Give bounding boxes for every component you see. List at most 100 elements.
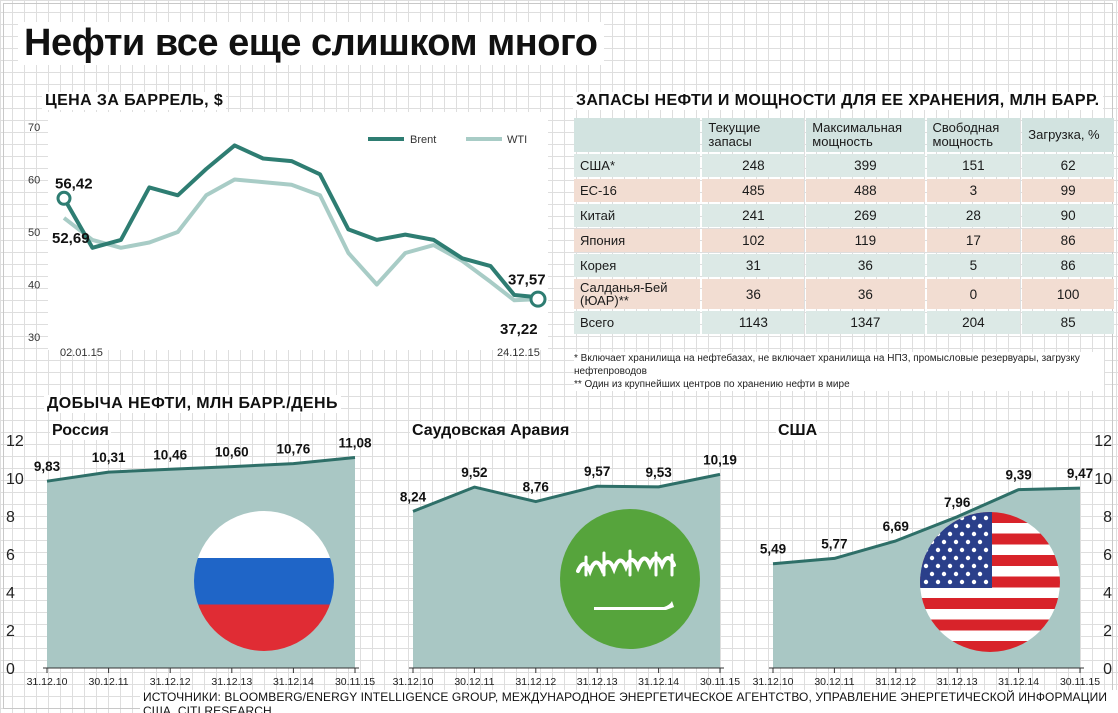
x-tick-label: 30.12.11 bbox=[89, 676, 129, 688]
sources-caption: ИСТОЧНИКИ: BLOOMBERG/ENERGY INTELLIGENCE… bbox=[140, 690, 1118, 713]
production-value-label: 9,52 bbox=[461, 465, 487, 480]
y-tick-label-right: 4 bbox=[1103, 585, 1112, 602]
row-country: Всего bbox=[574, 311, 701, 334]
storage-header-row: Текущие запасы Максимальная мощность Сво… bbox=[574, 118, 1114, 152]
x-tick-label: 02.01.15 bbox=[60, 347, 103, 359]
y-tick-label-left: 0 bbox=[6, 661, 15, 678]
x-tick-label: 31.12.12 bbox=[875, 676, 916, 688]
table-row: Япония 102 119 17 86 bbox=[574, 229, 1114, 252]
x-tick-label: 30.11.15 bbox=[1060, 676, 1100, 688]
row-current: 248 bbox=[702, 154, 805, 177]
production-value-label: 6,69 bbox=[883, 519, 909, 534]
price-chart-title: ЦЕНА ЗА БАРРЕЛЬ, $ bbox=[42, 92, 227, 110]
table-row: Китай 241 269 28 90 bbox=[574, 204, 1114, 227]
y-tick-label-left: 10 bbox=[6, 471, 24, 488]
row-current: 102 bbox=[702, 229, 805, 252]
russia-flag-icon bbox=[194, 511, 334, 651]
header-country bbox=[574, 118, 701, 152]
y-tick-label-right: 2 bbox=[1103, 623, 1112, 640]
legend-wti-label: WTI bbox=[507, 134, 527, 146]
x-tick-label: 30.12.11 bbox=[454, 676, 494, 688]
header-load: Загрузка, % bbox=[1022, 118, 1114, 152]
header-max: Максимальная мощность bbox=[806, 118, 925, 152]
storage-table-title: ЗАПАСЫ НЕФТИ И МОЩНОСТИ ДЛЯ ЕЕ ХРАНЕНИЯ,… bbox=[573, 92, 1103, 110]
production-value-label: 10,76 bbox=[277, 442, 311, 457]
production-value-label: 11,08 bbox=[338, 435, 372, 450]
y-tick-label-right: 12 bbox=[1094, 433, 1112, 450]
production-value-label: 10,60 bbox=[215, 445, 249, 460]
row-free: 5 bbox=[926, 254, 1021, 277]
row-max: 269 bbox=[806, 204, 925, 227]
x-tick-label: 31.12.10 bbox=[27, 676, 68, 688]
production-value-label: 10,31 bbox=[92, 450, 126, 465]
price-chart: 30 40 50 60 70 02.01.15 24.12.15 Brent WTI 56,42 5… bbox=[28, 112, 548, 359]
production-value-label: 9,83 bbox=[34, 459, 61, 474]
row-load: 86 bbox=[1022, 254, 1114, 277]
row-country: Салданья-Бей (ЮАР)** bbox=[574, 279, 701, 309]
x-tick-label: 31.12.10 bbox=[393, 676, 434, 688]
table-row: Всего 1143 1347 204 85 bbox=[574, 311, 1114, 334]
country-label-usa: США bbox=[776, 422, 820, 440]
main-title: Нефти все еще слишком много bbox=[18, 22, 604, 65]
x-tick-label: 31.12.14 bbox=[273, 676, 314, 688]
row-max: 1347 bbox=[806, 311, 925, 334]
storage-table: Текущие запасы Максимальная мощность Сво… bbox=[572, 116, 1116, 336]
row-free: 28 bbox=[926, 204, 1021, 227]
row-country: Китай bbox=[574, 204, 701, 227]
production-value-label: 9,47 bbox=[1067, 466, 1093, 481]
y-tick-label-right: 0 bbox=[1103, 661, 1112, 678]
y-tick-label-right: 6 bbox=[1103, 547, 1112, 564]
country-label-russia: Россия bbox=[50, 422, 111, 440]
row-free: 151 bbox=[926, 154, 1021, 177]
legend-brent-label: Brent bbox=[410, 134, 436, 146]
x-tick-label: 31.12.14 bbox=[998, 676, 1039, 688]
x-tick-label: 31.12.13 bbox=[211, 676, 252, 688]
x-tick-label: 30.11.15 bbox=[700, 676, 740, 688]
production-value-label: 10,46 bbox=[153, 447, 187, 462]
production-line-1 bbox=[412, 472, 721, 513]
production-value-label: 5,49 bbox=[760, 542, 786, 557]
row-free: 0 bbox=[926, 279, 1021, 309]
header-current: Текущие запасы bbox=[702, 118, 805, 152]
x-tick-label: 31.12.10 bbox=[753, 676, 794, 688]
y-tick-label-left: 6 bbox=[6, 547, 15, 564]
row-country: Япония bbox=[574, 229, 701, 252]
footnotes: * Включает хранилища на нефтебазах, не в… bbox=[574, 352, 1104, 391]
production-value-label: 9,39 bbox=[1005, 468, 1031, 483]
y-tick-label: 60 bbox=[28, 175, 40, 187]
row-current: 31 bbox=[702, 254, 805, 277]
brent-series-line bbox=[62, 143, 539, 300]
row-current: 241 bbox=[702, 204, 805, 227]
production-value-label: 5,77 bbox=[821, 536, 847, 551]
row-current: 36 bbox=[702, 279, 805, 309]
y-tick-label-right: 10 bbox=[1094, 471, 1112, 488]
x-tick-label: 31.12.13 bbox=[937, 676, 978, 688]
x-tick-label: 24.12.15 bbox=[497, 347, 540, 359]
row-load: 85 bbox=[1022, 311, 1114, 334]
row-max: 119 bbox=[806, 229, 925, 252]
x-tick-label: 31.12.14 bbox=[638, 676, 679, 688]
production-value-label: 7,96 bbox=[944, 495, 971, 510]
row-load: 100 bbox=[1022, 279, 1114, 309]
saudi-arabia-flag-icon bbox=[560, 509, 700, 649]
footnote-1: * Включает хранилища на нефтебазах, не в… bbox=[574, 353, 1080, 377]
y-tick-label-right: 8 bbox=[1103, 509, 1112, 526]
price-annotation: 56,42 bbox=[55, 175, 93, 192]
header-free: Свободная мощность bbox=[926, 118, 1021, 152]
row-load: 86 bbox=[1022, 229, 1114, 252]
price-plot-background bbox=[48, 112, 548, 350]
production-value-label: 9,53 bbox=[645, 465, 672, 480]
row-country: Корея bbox=[574, 254, 701, 277]
row-free: 17 bbox=[926, 229, 1021, 252]
price-annotation: 37,22 bbox=[500, 321, 538, 338]
x-tick-label: 31.12.12 bbox=[150, 676, 191, 688]
price-annotation: 37,57 bbox=[508, 271, 546, 288]
row-max: 36 bbox=[806, 254, 925, 277]
end-point-marker bbox=[529, 290, 547, 308]
row-max: 399 bbox=[806, 154, 925, 177]
row-max: 36 bbox=[806, 279, 925, 309]
x-tick-label: 31.12.13 bbox=[577, 676, 618, 688]
x-tick-label: 31.12.12 bbox=[515, 676, 556, 688]
y-tick-label: 70 bbox=[28, 122, 40, 134]
production-value-label: 9,57 bbox=[584, 464, 610, 479]
